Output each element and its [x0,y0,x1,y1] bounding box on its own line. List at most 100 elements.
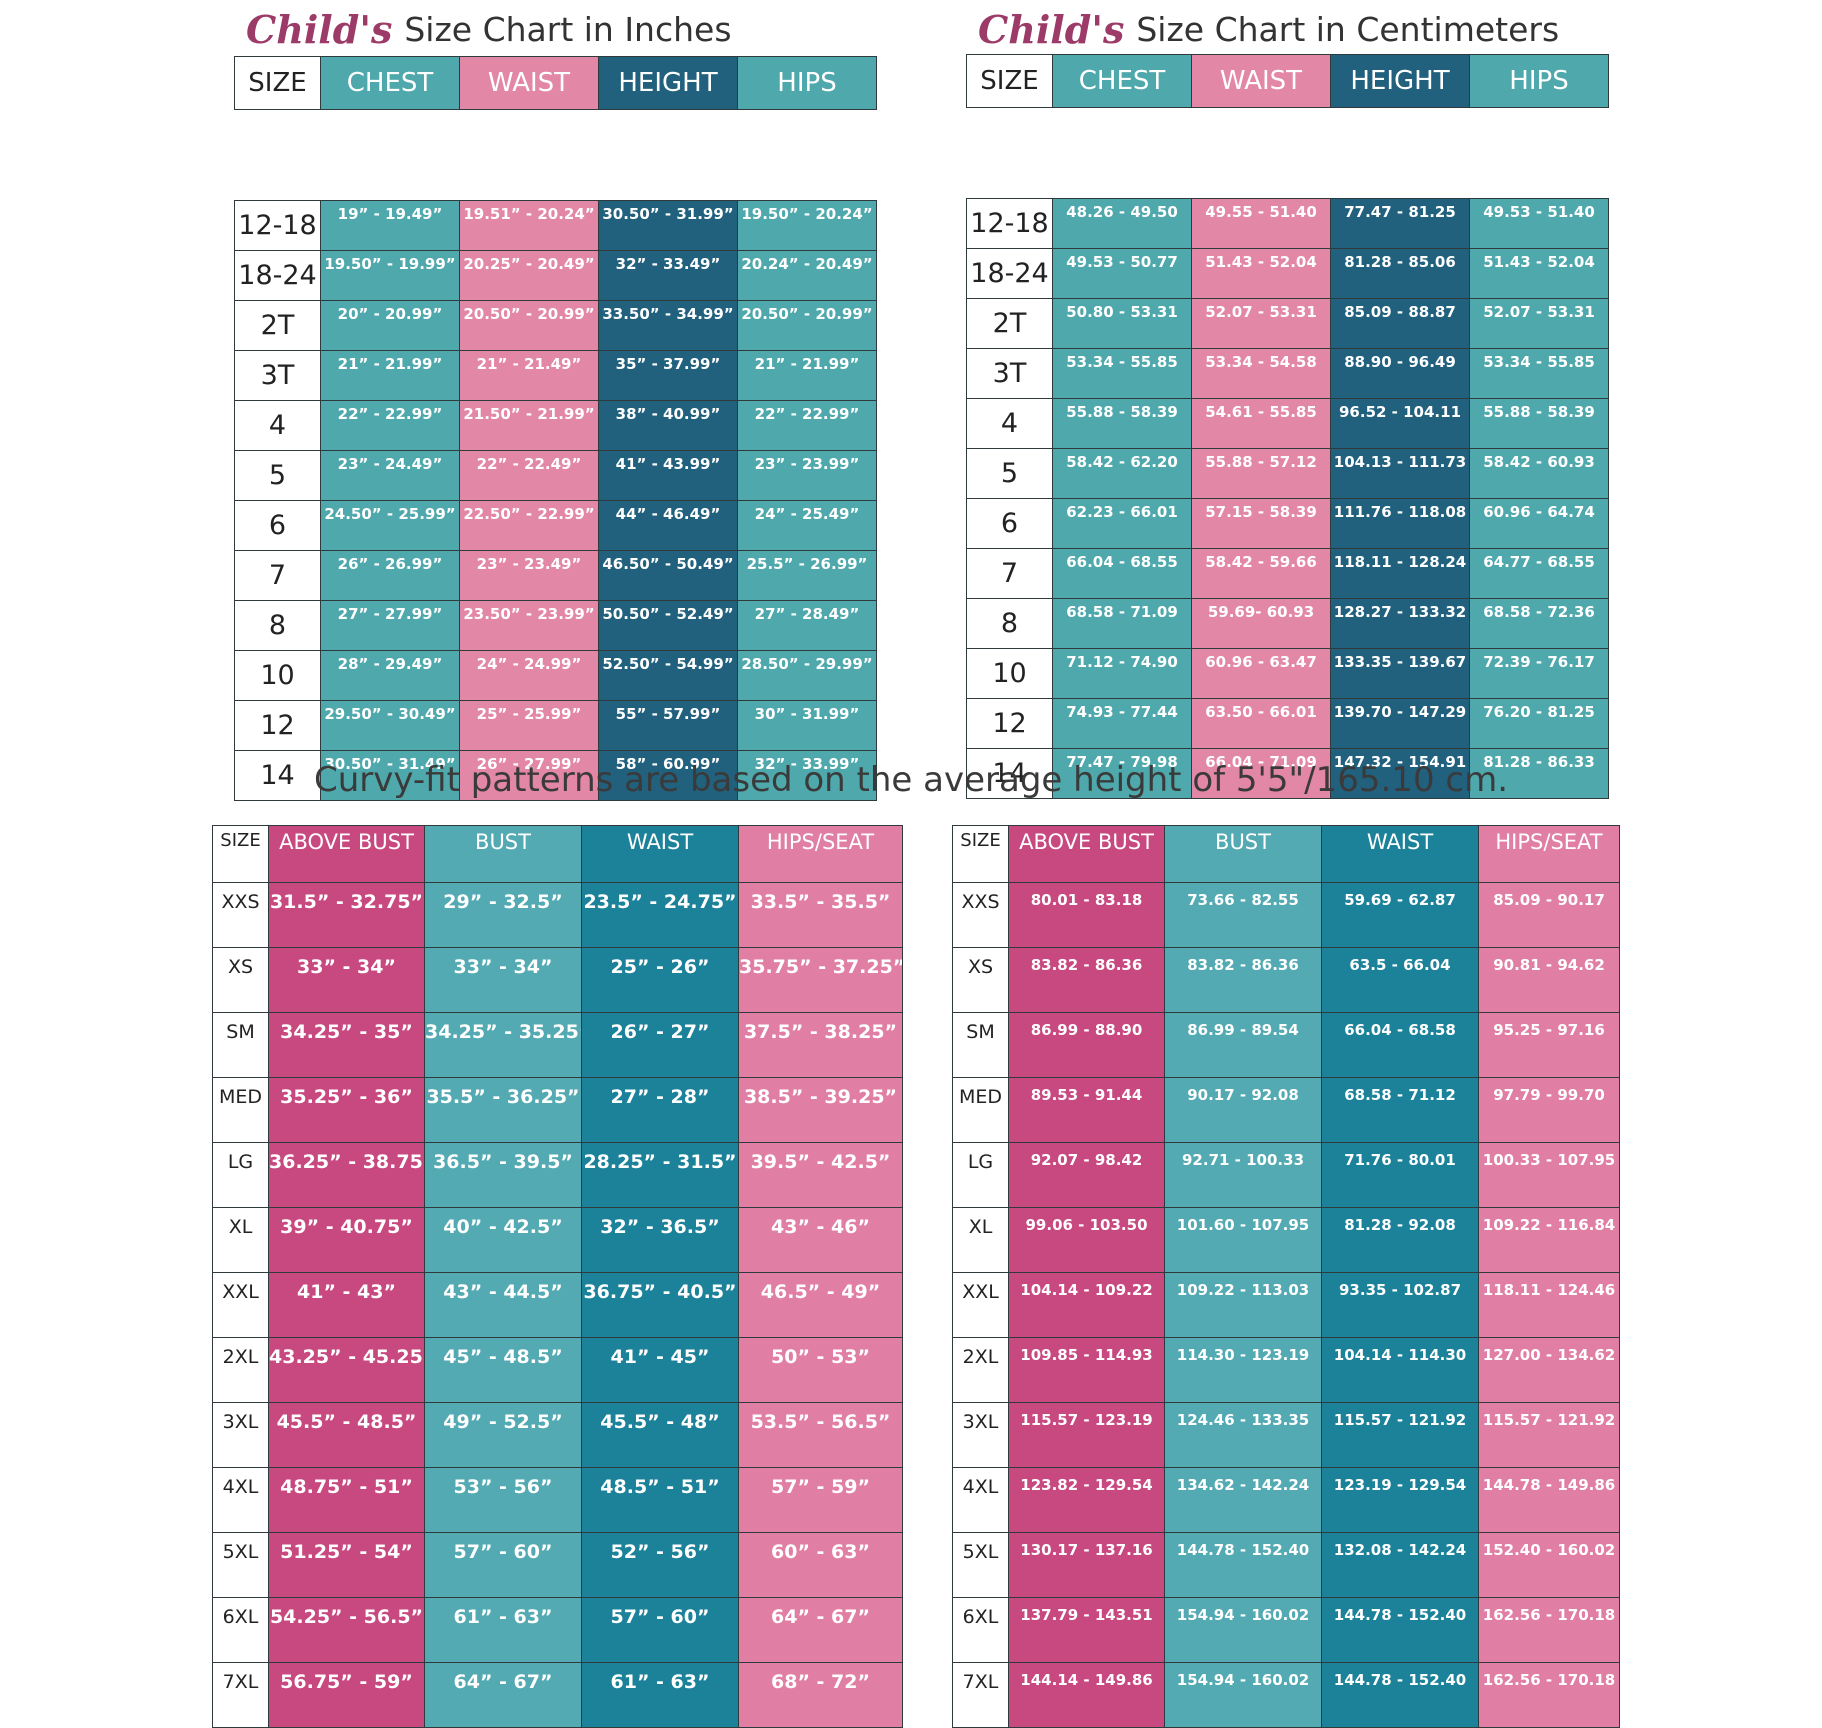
measurement-cell: 104.14 - 109.22 [1008,1272,1165,1338]
measurement-cell: 104.13 - 111.73 [1330,448,1470,499]
measurement-cell: 144.78 - 149.86 [1478,1467,1620,1533]
measurement-cell: 22.50” - 22.99” [459,500,599,551]
measurement-cell: 35” - 37.99” [598,350,738,401]
table-row: 12-18 19” - 19.49” 19.51” - 20.24” 30.50” -… [234,200,877,251]
child-cm-title-script: Child's [978,7,1125,52]
measurement-cell: 53.34 - 54.58 [1191,348,1331,399]
measurement-cell: 144.14 - 149.86 [1008,1662,1165,1728]
measurement-cell: 118.11 - 124.46 [1478,1272,1620,1338]
size-label: 12 [966,698,1053,749]
size-label: 14 [234,750,321,801]
measurement-cell: 58.42 - 62.20 [1052,448,1192,499]
measurement-cell: 36.75” - 40.5” [581,1272,739,1338]
measurement-cell: 33.50” - 34.99” [598,300,738,351]
measurement-cell: 124.46 - 133.35 [1164,1402,1322,1468]
measurement-cell: 20.50” - 20.99” [459,300,599,351]
measurement-cell: 22” - 22.99” [737,400,877,451]
measurement-cell: 35.5” - 36.25” [424,1077,582,1143]
measurement-cell: 68.58 - 71.12 [1321,1077,1479,1143]
measurement-cell: 96.52 - 104.11 [1330,398,1470,449]
size-label: 18-24 [234,250,321,301]
table-row: 4XL 48.75” - 51” 53” - 56” 48.5” - 51” 57” -… [212,1467,903,1533]
size-label: 8 [966,598,1053,649]
child-cm-header-size: SIZE [966,54,1053,108]
size-label: 12 [234,700,321,751]
measurement-cell: 23.50” - 23.99” [459,600,599,651]
size-label: 2T [234,300,321,351]
size-label: 18-24 [966,248,1053,299]
table-row: XXL 104.14 - 109.22 109.22 - 113.03 93.35 -… [952,1272,1620,1338]
measurement-cell: 34.25” - 35” [268,1012,425,1078]
table-row: 4 22” - 22.99” 21.50” - 21.99” 38” - 40.99”… [234,400,877,451]
child-inches-header-waist: WAIST [459,56,599,110]
measurement-cell: 52.07 - 53.31 [1191,298,1331,349]
measurement-cell: 80.01 - 83.18 [1008,882,1165,948]
measurement-cell: 144.78 - 152.40 [1164,1532,1322,1598]
measurement-cell: 92.71 - 100.33 [1164,1142,1322,1208]
child-inches-spacer [234,109,877,201]
table-row: 7 66.04 - 68.55 58.42 - 59.66 118.11 - 128.… [966,548,1609,599]
size-label: 4XL [212,1467,269,1533]
adult-cm-header-row: SIZE ABOVE BUST BUST WAIST HIPS/SEAT [952,825,1620,883]
measurement-cell: 85.09 - 88.87 [1330,298,1470,349]
child-inches-title-text: Size Chart in Inches [404,10,732,49]
measurement-cell: 48.26 - 49.50 [1052,198,1192,249]
adult-cm-header-above-bust: ABOVE BUST [1008,825,1165,883]
measurement-cell: 53.34 - 55.85 [1052,348,1192,399]
measurement-cell: 20.50” - 20.99” [737,300,877,351]
measurement-cell: 53.34 - 55.85 [1469,348,1609,399]
adult-inches-header-bust: BUST [424,825,582,883]
measurement-cell: 29” - 32.5” [424,882,582,948]
measurement-cell: 118.11 - 128.24 [1330,548,1470,599]
size-label: 4 [966,398,1053,449]
table-row: 6XL 54.25” - 56.5” 61” - 63” 57” - 60” 64” -… [212,1597,903,1663]
measurement-cell: 71.12 - 74.90 [1052,648,1192,699]
measurement-cell: 137.79 - 143.51 [1008,1597,1165,1663]
child-cm-title-text: Size Chart in Centimeters [1136,10,1560,49]
measurement-cell: 154.94 - 160.02 [1164,1662,1322,1728]
measurement-cell: 58.42 - 60.93 [1469,448,1609,499]
table-row: LG 92.07 - 98.42 92.71 - 100.33 71.76 - 80.… [952,1142,1620,1208]
measurement-cell: 43” - 44.5” [424,1272,582,1338]
measurement-cell: 19” - 19.49” [320,200,460,251]
size-label: MED [212,1077,269,1143]
table-row: XS 83.82 - 86.36 83.82 - 86.36 63.5 - 66.04… [952,947,1620,1013]
curvy-fit-note: Curvy-fit patterns are based on the aver… [313,760,1509,800]
measurement-cell: 19.51” - 20.24” [459,200,599,251]
measurement-cell: 95.25 - 97.16 [1478,1012,1620,1078]
measurement-cell: 38.5” - 39.25” [738,1077,903,1143]
measurement-cell: 54.25” - 56.5” [268,1597,425,1663]
measurement-cell: 61” - 63” [581,1662,739,1728]
measurement-cell: 68” - 72” [738,1662,903,1728]
measurement-cell: 90.81 - 94.62 [1478,947,1620,1013]
measurement-cell: 133.35 - 139.67 [1330,648,1470,699]
measurement-cell: 19.50” - 20.24” [737,200,877,251]
measurement-cell: 109.85 - 114.93 [1008,1337,1165,1403]
size-label: XXL [212,1272,269,1338]
measurement-cell: 104.14 - 114.30 [1321,1337,1479,1403]
measurement-cell: 73.66 - 82.55 [1164,882,1322,948]
measurement-cell: 28.50” - 29.99” [737,650,877,701]
size-label: 2XL [952,1337,1009,1403]
measurement-cell: 21.50” - 21.99” [459,400,599,451]
table-row: 8 68.58 - 71.09 59.69- 60.93 128.27 - 133.3… [966,598,1609,649]
measurement-cell: 32” - 33.49” [598,250,738,301]
measurement-cell: 51.43 - 52.04 [1191,248,1331,299]
table-row: MED 89.53 - 91.44 90.17 - 92.08 68.58 - 71.… [952,1077,1620,1143]
size-label: XXL [952,1272,1009,1338]
measurement-cell: 33” - 34” [268,947,425,1013]
measurement-cell: 81.28 - 92.08 [1321,1207,1479,1273]
size-label: MED [952,1077,1009,1143]
child-inches-table: SIZE CHEST WAIST HEIGHT HIPS 12-18 19” - 19.49… [234,56,877,801]
table-row: 6 62.23 - 66.01 57.15 - 58.39 111.76 - 118.… [966,498,1609,549]
adult-cm-header-waist: WAIST [1321,825,1479,883]
table-row: 4 55.88 - 58.39 54.61 - 55.85 96.52 - 104.1… [966,398,1609,449]
size-label: LG [212,1142,269,1208]
measurement-cell: 54.61 - 55.85 [1191,398,1331,449]
table-row: 2T 20” - 20.99” 20.50” - 20.99” 33.50” - 34… [234,300,877,351]
measurement-cell: 66.04 - 68.58 [1321,1012,1479,1078]
measurement-cell: 59.69 - 62.87 [1321,882,1479,948]
measurement-cell: 27” - 27.99” [320,600,460,651]
measurement-cell: 66.04 - 71.09 [1191,748,1331,799]
size-label: 4 [234,400,321,451]
